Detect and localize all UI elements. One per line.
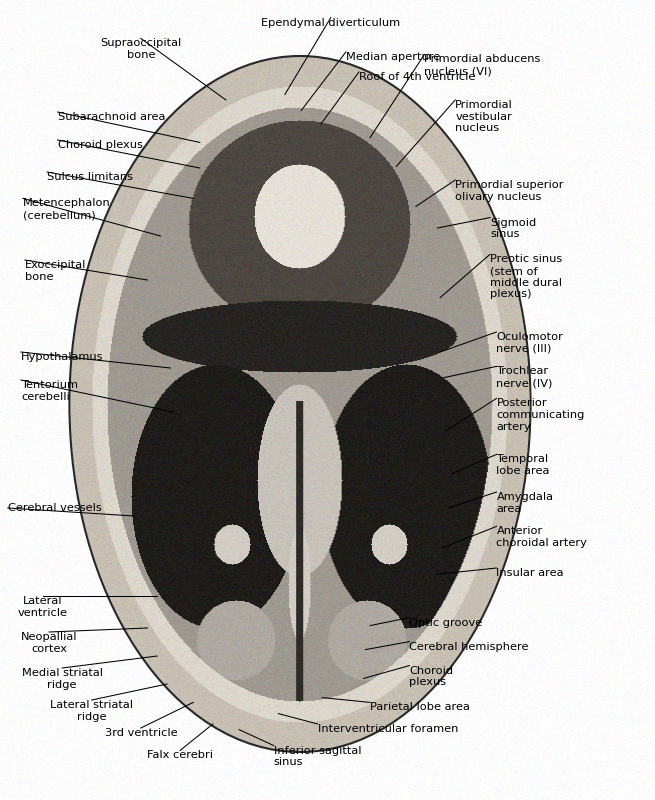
Text: Lateral
ventricle: Lateral ventricle [18, 596, 67, 618]
Text: Neopallial
cortex: Neopallial cortex [21, 632, 77, 654]
Text: Hypothalamus: Hypothalamus [21, 352, 103, 362]
Text: Lateral striatal
ridge: Lateral striatal ridge [50, 700, 133, 722]
Text: Choroid plexus: Choroid plexus [58, 140, 143, 150]
Text: Sulcus limitans: Sulcus limitans [47, 172, 133, 182]
Text: Median aperture: Median aperture [346, 52, 440, 62]
Text: Parietal lobe area: Parietal lobe area [370, 702, 470, 712]
Text: Primordial abducens
nucleus (VI): Primordial abducens nucleus (VI) [424, 54, 541, 76]
Text: Primordial
vestibular
nucleus: Primordial vestibular nucleus [455, 100, 513, 134]
Text: Ependymal diverticulum: Ependymal diverticulum [261, 18, 400, 27]
Text: Cerebral hemisphere: Cerebral hemisphere [409, 642, 529, 651]
Text: Inferior sagittal
sinus: Inferior sagittal sinus [274, 746, 362, 767]
Text: Oculomotor
nerve (III): Oculomotor nerve (III) [496, 332, 563, 354]
Text: Amygdala
area: Amygdala area [496, 492, 553, 514]
Text: Medial striatal
ridge: Medial striatal ridge [22, 668, 103, 690]
Text: Trochlear
nerve (IV): Trochlear nerve (IV) [496, 366, 553, 388]
Text: Falx cerebri: Falx cerebri [147, 750, 213, 760]
Text: 3rd ventricle: 3rd ventricle [105, 728, 177, 738]
Text: Posterior
communicating
artery: Posterior communicating artery [496, 398, 585, 431]
Text: Roof of 4th ventricle: Roof of 4th ventricle [359, 72, 476, 82]
Text: Sigmoid
sinus: Sigmoid sinus [490, 218, 536, 239]
Text: Primordial superior
olivary nucleus: Primordial superior olivary nucleus [455, 180, 564, 202]
Text: Tentorium
cerebelli: Tentorium cerebelli [21, 380, 78, 402]
Text: Temporal
lobe area: Temporal lobe area [496, 454, 550, 476]
Text: Exoccipital
bone: Exoccipital bone [25, 260, 86, 282]
Text: Insular area: Insular area [496, 568, 564, 578]
Text: Interventricular foramen: Interventricular foramen [318, 724, 458, 734]
Text: Preotic sinus
(stem of
middle dural
plexus): Preotic sinus (stem of middle dural plex… [490, 254, 562, 299]
Text: Choroid
plexus: Choroid plexus [409, 666, 453, 687]
Text: Subarachnoid area: Subarachnoid area [58, 112, 165, 122]
Text: Cerebral vessels: Cerebral vessels [8, 503, 102, 513]
Text: Optic groove: Optic groove [409, 618, 483, 627]
Text: Supraoccipital
bone: Supraoccipital bone [100, 38, 181, 60]
Text: Anterior
choroidal artery: Anterior choroidal artery [496, 526, 588, 548]
Text: Metencephalon
(cerebellum): Metencephalon (cerebellum) [23, 198, 111, 220]
